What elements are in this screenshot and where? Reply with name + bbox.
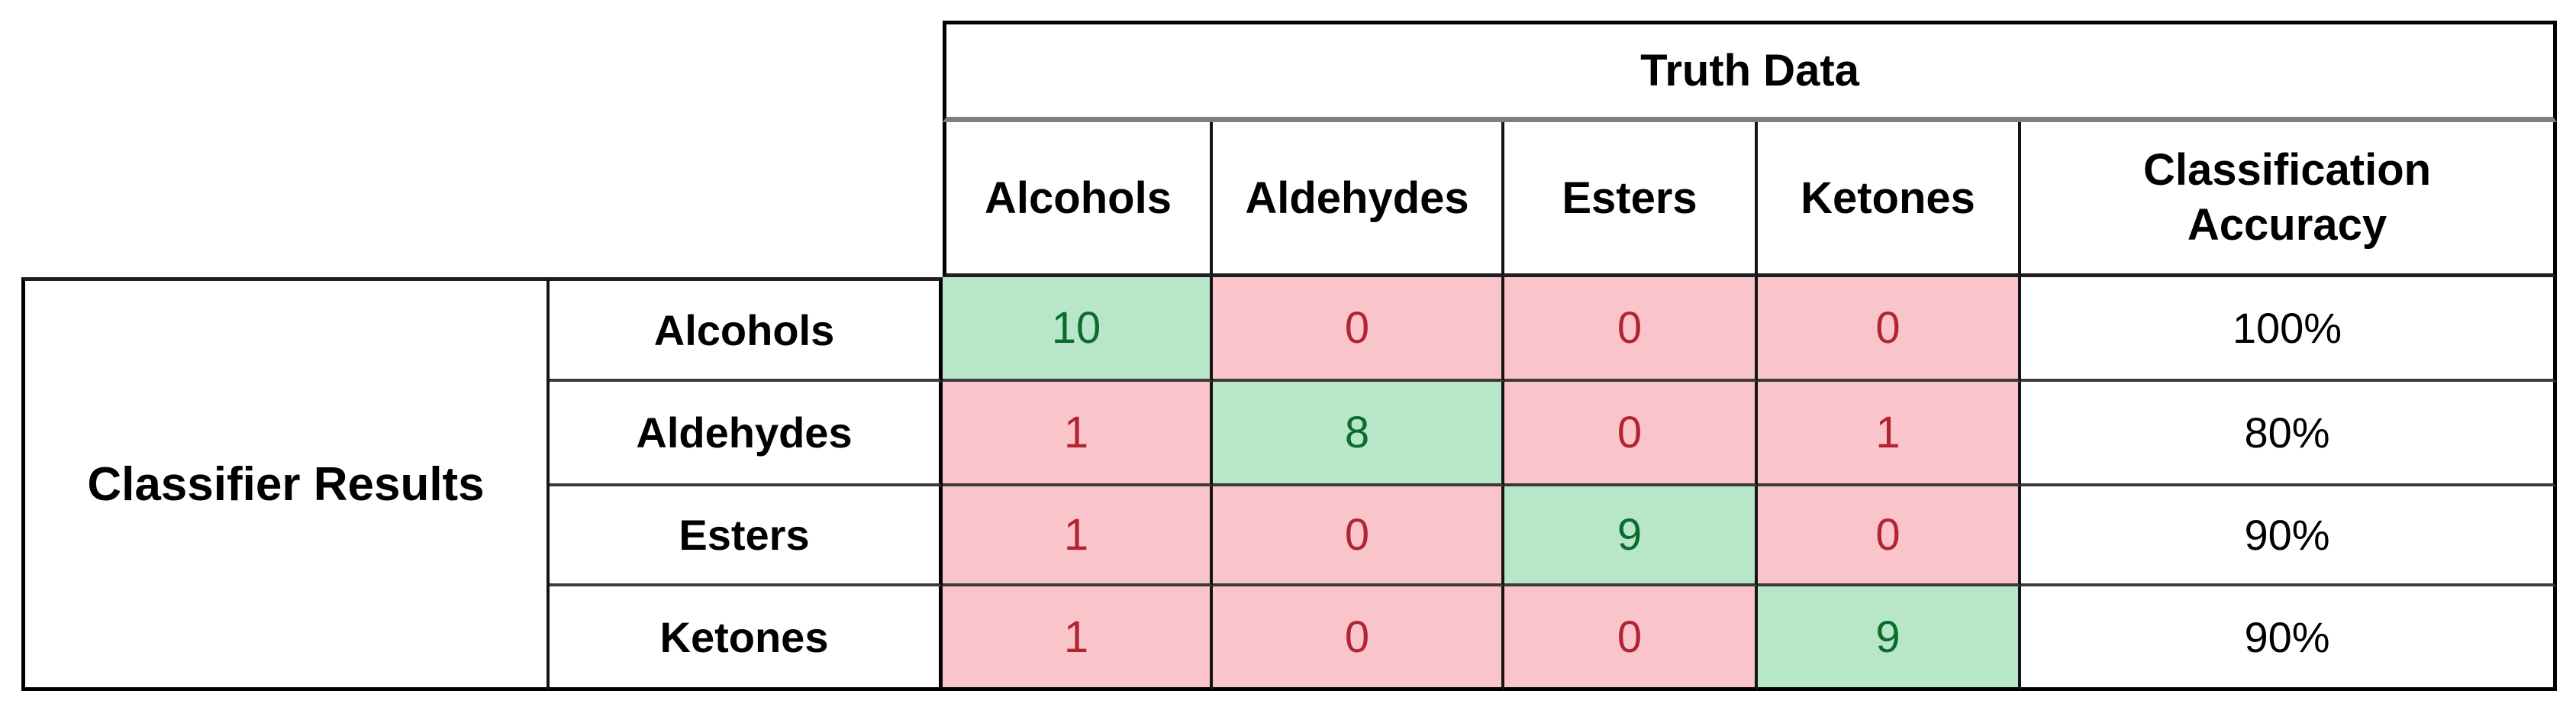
classifier-results-header: Classifier Results <box>21 277 550 691</box>
row-header-label: Ketones <box>659 612 829 661</box>
matrix-cell-alcohols-esters: 0 <box>1504 277 1758 382</box>
col-header-label: Classification Accuracy <box>2142 144 2432 250</box>
accuracy-value: 90% <box>2244 612 2330 661</box>
matrix-cell-ketones-alcohols: 1 <box>943 586 1213 691</box>
matrix-cell-ketones-ketones: 9 <box>1758 586 2021 691</box>
matrix-cell-value: 0 <box>1617 303 1643 353</box>
matrix-cell-value: 1 <box>1063 510 1089 560</box>
matrix-cell-alcohols-aldehydes: 0 <box>1213 277 1504 382</box>
row-header-alcohols: Alcohols <box>550 277 943 382</box>
col-header-alcohols: Alcohols <box>943 122 1213 277</box>
matrix-cell-aldehydes-ketones: 1 <box>1758 382 2021 486</box>
matrix-cell-value: 0 <box>1875 510 1901 560</box>
matrix-cell-value: 0 <box>1344 510 1370 560</box>
matrix-cell-value: 0 <box>1617 612 1643 662</box>
matrix-cell-alcohols-alcohols: 10 <box>943 277 1213 382</box>
col-header-label: Aldehydes <box>1245 173 1469 223</box>
col-header-classification-accuracy: Classification Accuracy <box>2021 122 2557 277</box>
matrix-cell-aldehydes-aldehydes: 8 <box>1213 382 1504 486</box>
matrix-cell-value: 0 <box>1617 408 1643 457</box>
truth-data-header-label: Truth Data <box>1640 46 1859 95</box>
accuracy-cell-ketones: 90% <box>2021 586 2557 691</box>
matrix-cell-esters-alcohols: 1 <box>943 486 1213 586</box>
matrix-cell-aldehydes-esters: 0 <box>1504 382 1758 486</box>
accuracy-value: 80% <box>2244 409 2330 457</box>
matrix-cell-esters-ketones: 0 <box>1758 486 2021 586</box>
matrix-cell-ketones-esters: 0 <box>1504 586 1758 691</box>
accuracy-value: 100% <box>2232 304 2342 352</box>
matrix-cell-aldehydes-alcohols: 1 <box>943 382 1213 486</box>
matrix-cell-value: 1 <box>1063 612 1089 662</box>
matrix-cell-value: 9 <box>1617 510 1643 560</box>
matrix-cell-alcohols-ketones: 0 <box>1758 277 2021 382</box>
row-header-aldehydes: Aldehydes <box>550 382 943 486</box>
col-header-label: Alcohols <box>985 173 1172 223</box>
col-header-esters: Esters <box>1504 122 1758 277</box>
matrix-cell-value: 0 <box>1344 612 1370 662</box>
matrix-cell-value: 1 <box>1063 408 1089 457</box>
empty-corner <box>21 21 943 277</box>
col-header-ketones: Ketones <box>1758 122 2021 277</box>
matrix-cell-ketones-aldehydes: 0 <box>1213 586 1504 691</box>
col-header-label: Ketones <box>1801 173 1975 223</box>
row-header-label: Esters <box>679 511 810 559</box>
matrix-cell-value: 1 <box>1875 408 1901 457</box>
matrix-cell-esters-esters: 9 <box>1504 486 1758 586</box>
matrix-cell-value: 10 <box>1051 303 1101 353</box>
matrix-cell-value: 0 <box>1875 303 1901 353</box>
col-header-aldehydes: Aldehydes <box>1213 122 1504 277</box>
accuracy-cell-alcohols: 100% <box>2021 277 2557 382</box>
row-header-ketones: Ketones <box>550 586 943 691</box>
row-header-label: Alcohols <box>653 305 835 354</box>
matrix-cell-value: 8 <box>1344 408 1370 457</box>
confusion-matrix-table: Truth Data Alcohols Aldehydes Esters Ket… <box>21 21 2557 691</box>
matrix-cell-value: 0 <box>1344 303 1370 353</box>
row-header-label: Aldehydes <box>636 409 853 457</box>
matrix-cell-value: 9 <box>1875 612 1901 662</box>
accuracy-value: 90% <box>2244 511 2330 559</box>
col-header-label: Esters <box>1562 173 1697 223</box>
matrix-cell-esters-aldehydes: 0 <box>1213 486 1504 586</box>
accuracy-cell-esters: 90% <box>2021 486 2557 586</box>
classifier-results-label: Classifier Results <box>87 457 485 511</box>
row-header-esters: Esters <box>550 486 943 586</box>
truth-data-header: Truth Data <box>943 21 2557 122</box>
accuracy-cell-aldehydes: 80% <box>2021 382 2557 486</box>
